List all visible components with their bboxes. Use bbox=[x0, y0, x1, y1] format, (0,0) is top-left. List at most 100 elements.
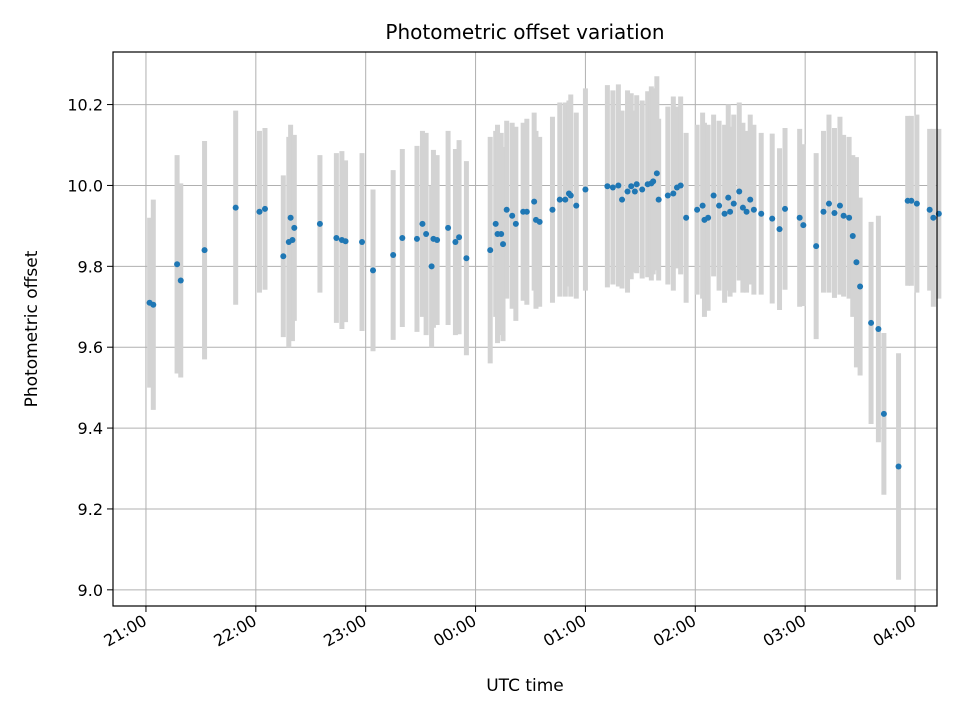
data-point bbox=[287, 214, 294, 221]
data-point bbox=[359, 239, 366, 246]
data-point bbox=[487, 247, 494, 254]
data-point bbox=[758, 210, 765, 217]
data-point bbox=[716, 202, 723, 209]
data-point bbox=[710, 192, 717, 199]
y-tick-label: 10.0 bbox=[67, 176, 103, 195]
data-point bbox=[150, 301, 157, 308]
data-point bbox=[631, 188, 638, 195]
data-point bbox=[582, 186, 589, 193]
data-point bbox=[875, 326, 882, 332]
y-tick-label: 9.2 bbox=[78, 500, 103, 519]
data-point bbox=[174, 261, 181, 268]
data-point bbox=[434, 237, 441, 244]
data-point bbox=[342, 238, 349, 245]
plot-frame bbox=[112, 51, 938, 607]
y-tick-label: 9.8 bbox=[78, 257, 103, 276]
data-point bbox=[604, 183, 611, 190]
data-point bbox=[333, 235, 340, 242]
data-point bbox=[913, 200, 920, 207]
data-point bbox=[609, 184, 616, 191]
data-point bbox=[456, 234, 463, 241]
data-point bbox=[280, 253, 287, 260]
data-point bbox=[694, 206, 701, 213]
chart-title: Photometric offset variation bbox=[385, 20, 664, 44]
data-point bbox=[736, 188, 743, 195]
data-point bbox=[868, 319, 875, 326]
data-point bbox=[498, 230, 505, 237]
data-point bbox=[562, 196, 569, 203]
data-point bbox=[857, 283, 864, 290]
data-point bbox=[445, 224, 452, 231]
data-point bbox=[670, 190, 677, 197]
data-point bbox=[639, 186, 646, 193]
data-point bbox=[800, 222, 807, 229]
data-point bbox=[846, 214, 853, 221]
data-point bbox=[650, 178, 657, 185]
y-tick-label: 9.4 bbox=[78, 419, 103, 438]
data-point bbox=[463, 255, 470, 262]
data-point bbox=[452, 239, 459, 246]
data-point bbox=[908, 197, 915, 204]
data-point bbox=[699, 202, 706, 209]
data-point bbox=[177, 277, 184, 284]
data-point bbox=[769, 215, 776, 222]
data-point bbox=[813, 243, 820, 250]
data-point bbox=[677, 182, 684, 189]
data-point bbox=[750, 206, 757, 213]
data-point bbox=[825, 200, 832, 207]
data-point bbox=[628, 183, 635, 190]
data-point bbox=[419, 220, 426, 227]
data-point bbox=[615, 182, 622, 189]
data-point bbox=[836, 202, 843, 209]
data-point bbox=[261, 205, 268, 212]
data-point bbox=[523, 208, 530, 215]
data-point bbox=[428, 263, 435, 270]
data-point bbox=[776, 226, 783, 233]
data-point bbox=[743, 208, 750, 215]
data-point bbox=[926, 206, 933, 213]
data-point bbox=[796, 214, 803, 221]
data-point bbox=[556, 196, 563, 203]
data-point bbox=[655, 196, 662, 203]
data-point bbox=[840, 212, 847, 219]
data-point bbox=[573, 202, 580, 209]
data-point bbox=[500, 241, 507, 248]
data-point bbox=[849, 232, 856, 239]
data-point bbox=[567, 192, 574, 199]
data-point bbox=[664, 192, 671, 199]
y-tick-label: 9.0 bbox=[78, 581, 103, 600]
data-point bbox=[289, 237, 296, 244]
data-point bbox=[512, 220, 519, 227]
data-point bbox=[721, 210, 728, 217]
data-point bbox=[624, 188, 631, 195]
data-point bbox=[316, 220, 323, 227]
y-axis-title: Photometric offset bbox=[22, 250, 42, 407]
data-point bbox=[930, 214, 937, 221]
data-point bbox=[880, 410, 887, 417]
data-point bbox=[413, 235, 420, 242]
y-tick-label: 10.2 bbox=[67, 96, 103, 115]
data-point bbox=[509, 212, 516, 219]
data-point bbox=[423, 230, 430, 237]
data-point bbox=[727, 208, 734, 215]
data-point bbox=[633, 181, 640, 188]
data-point bbox=[370, 267, 377, 274]
data-point bbox=[725, 194, 732, 201]
data-point bbox=[730, 200, 737, 207]
data-point bbox=[683, 214, 690, 221]
data-point bbox=[291, 224, 298, 231]
data-point bbox=[390, 251, 397, 258]
data-point bbox=[820, 208, 827, 215]
data-point bbox=[549, 206, 556, 213]
data-point bbox=[256, 208, 263, 215]
data-point bbox=[782, 205, 789, 212]
data-point bbox=[399, 235, 406, 242]
data-point bbox=[201, 247, 208, 254]
data-point bbox=[503, 206, 510, 213]
data-point bbox=[619, 196, 626, 203]
data-point bbox=[747, 196, 754, 203]
data-point bbox=[232, 204, 239, 211]
data-point bbox=[531, 198, 538, 205]
